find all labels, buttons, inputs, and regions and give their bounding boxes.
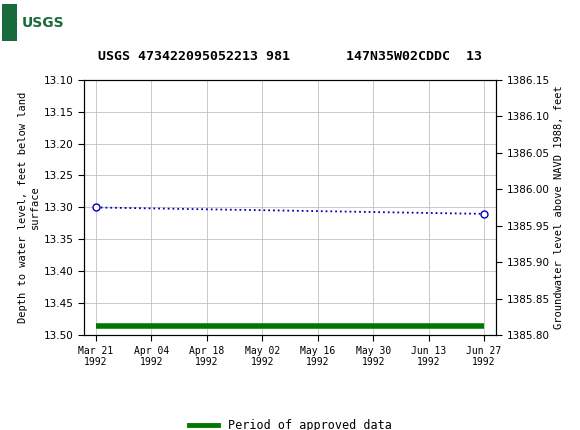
Bar <box>2 4 17 41</box>
Y-axis label: Depth to water level, feet below land
surface: Depth to water level, feet below land su… <box>18 92 39 323</box>
Y-axis label: Groundwater level above NAVD 1988, feet: Groundwater level above NAVD 1988, feet <box>553 86 564 329</box>
Text: USGS 473422095052213 981       147N35W02CDDC  13: USGS 473422095052213 981 147N35W02CDDC 1… <box>98 50 482 63</box>
Bar <box>2 4 69 41</box>
Legend: Period of approved data: Period of approved data <box>184 415 396 430</box>
Text: USGS: USGS <box>21 15 64 30</box>
